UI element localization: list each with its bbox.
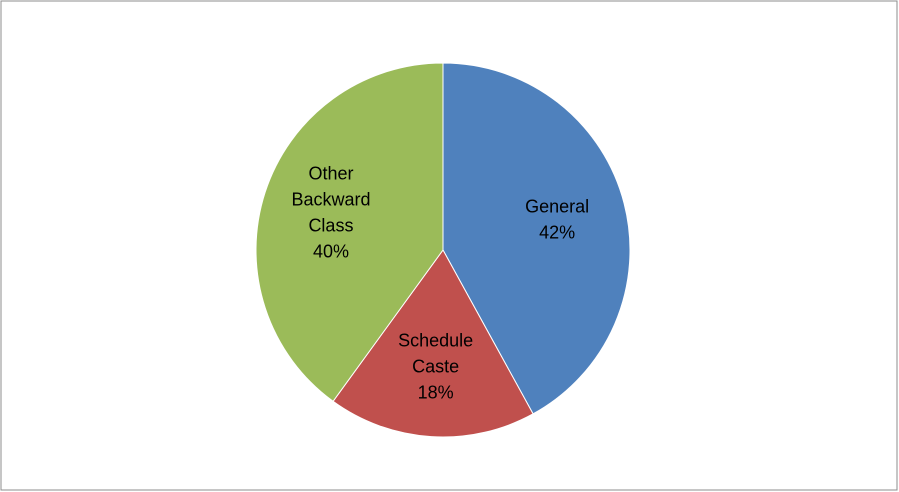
category-label: Other Backward Class (291, 163, 370, 235)
category-label-line: Schedule (398, 330, 473, 350)
category-label-line: Backward (291, 189, 370, 209)
pie: General 42% Schedule Caste 18% Other Backward C… (255, 62, 631, 438)
slice-label: General 42% (525, 196, 589, 242)
slice-label: Other Backward Class 40% (291, 163, 370, 261)
pie-slice (255, 62, 444, 402)
value-label: 42% (539, 222, 575, 242)
value-label: 18% (418, 382, 454, 402)
pie-slice (442, 62, 631, 415)
category-label-line: Other (308, 163, 353, 183)
category-label-line: General (525, 196, 589, 216)
category-label: General (525, 196, 589, 216)
value-label: 40% (313, 241, 349, 261)
slice-label: Schedule Caste 18% (398, 330, 473, 402)
category-label-line: Caste (412, 356, 459, 376)
category-label-line: Class (308, 215, 353, 235)
category-label: Schedule Caste (398, 330, 473, 376)
pie-slice (332, 249, 534, 438)
